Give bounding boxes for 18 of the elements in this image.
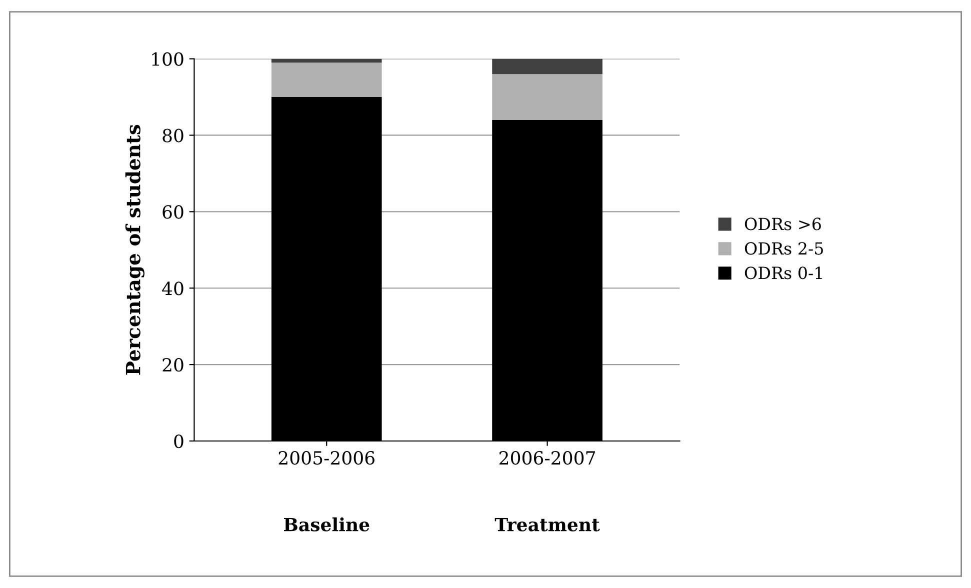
text: Baseline [284,517,370,532]
y-tick-label: 20 [162,358,184,372]
bar [271,62,382,98]
bar [271,58,382,63]
x-tick-label: 2006-2007 [500,451,595,465]
x-tick-label: 2005-2006 [278,451,374,465]
legend-label: ODRs 0-1 [744,266,822,280]
bar [492,58,602,74]
y-tick-label: 100 [152,52,184,66]
legend-label: ODRs 2-5 [744,242,823,255]
y-tick-label: 60 [162,205,184,219]
text: Treatment [494,518,600,532]
y-axis-title: Percentage of students [125,124,144,375]
y-tick-label: 0 [174,434,184,448]
y-tick-label: 80 [162,128,184,142]
bar [492,74,602,120]
legend-label: ODRs >6 [744,218,821,230]
y-tick-label: 40 [162,282,184,296]
